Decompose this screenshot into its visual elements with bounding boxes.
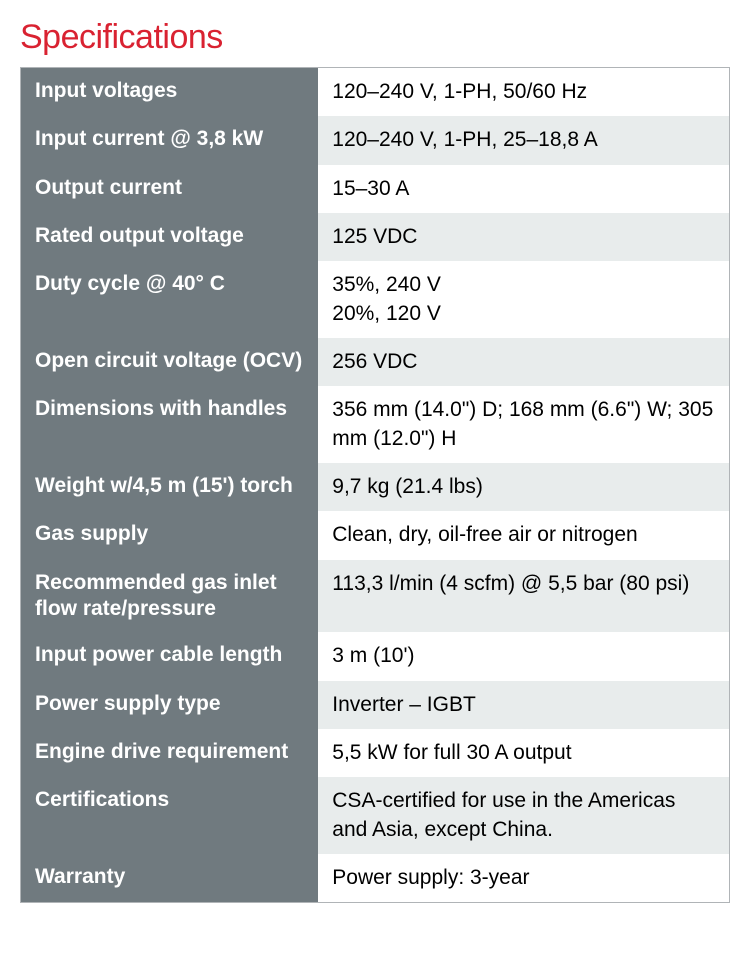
table-row: Input current @ 3,8 kW120–240 V, 1-PH, 2… [21,116,730,164]
table-row: Engine drive requirement5,5 kW for full … [21,729,730,777]
specifications-body: Input voltages120–240 V, 1-PH, 50/60 Hz … [21,68,730,903]
specifications-table: Input voltages120–240 V, 1-PH, 50/60 Hz … [20,67,730,903]
page-title: Specifications [20,18,730,57]
spec-value: Power supply: 3-year [318,854,729,903]
table-row: Weight w/4,5 m (15') torch9,7 kg (21.4 l… [21,463,730,511]
spec-value: 5,5 kW for full 30 A output [318,729,729,777]
spec-label: Warranty [21,854,319,903]
table-row: Rated output voltage125 VDC [21,213,730,261]
spec-label: Engine drive requirement [21,729,319,777]
spec-label: Power supply type [21,681,319,729]
spec-value: 125 VDC [318,213,729,261]
spec-value: CSA-certified for use in the Americas an… [318,777,729,854]
spec-value: 120–240 V, 1-PH, 50/60 Hz [318,68,729,117]
spec-value: 256 VDC [318,338,729,386]
spec-label: Input voltages [21,68,319,117]
spec-label: Rated output voltage [21,213,319,261]
table-row: Input power cable length3 m (10') [21,632,730,680]
spec-label: Duty cycle @ 40° C [21,261,319,338]
table-row: CertificationsCSA-certified for use in t… [21,777,730,854]
table-row: Open circuit voltage (OCV)256 VDC [21,338,730,386]
table-row: Duty cycle @ 40° C35%, 240 V20%, 120 V [21,261,730,338]
spec-label: Gas supply [21,511,319,559]
spec-label: Recommended gas inlet flow rate/pressure [21,560,319,633]
spec-value: 356 mm (14.0") D; 168 mm (6.6") W; 305 m… [318,386,729,463]
table-row: Output current15–30 A [21,165,730,213]
spec-label: Open circuit voltage (OCV) [21,338,319,386]
spec-value: Inverter – IGBT [318,681,729,729]
spec-label: Input power cable length [21,632,319,680]
spec-value: 9,7 kg (21.4 lbs) [318,463,729,511]
spec-value: 120–240 V, 1-PH, 25–18,8 A [318,116,729,164]
spec-value: 113,3 l/min (4 scfm) @ 5,5 bar (80 psi) [318,560,729,633]
spec-value: 35%, 240 V20%, 120 V [318,261,729,338]
spec-value: 15–30 A [318,165,729,213]
spec-label: Certifications [21,777,319,854]
table-row: Input voltages120–240 V, 1-PH, 50/60 Hz [21,68,730,117]
table-row: Gas supplyClean, dry, oil-free air or ni… [21,511,730,559]
table-row: Recommended gas inlet flow rate/pressure… [21,560,730,633]
table-row: Dimensions with handles356 mm (14.0") D;… [21,386,730,463]
spec-label: Weight w/4,5 m (15') torch [21,463,319,511]
spec-value: 3 m (10') [318,632,729,680]
spec-label: Input current @ 3,8 kW [21,116,319,164]
spec-label: Output current [21,165,319,213]
table-row: WarrantyPower supply: 3-year [21,854,730,903]
spec-label: Dimensions with handles [21,386,319,463]
spec-value: Clean, dry, oil-free air or nitrogen [318,511,729,559]
table-row: Power supply typeInverter – IGBT [21,681,730,729]
